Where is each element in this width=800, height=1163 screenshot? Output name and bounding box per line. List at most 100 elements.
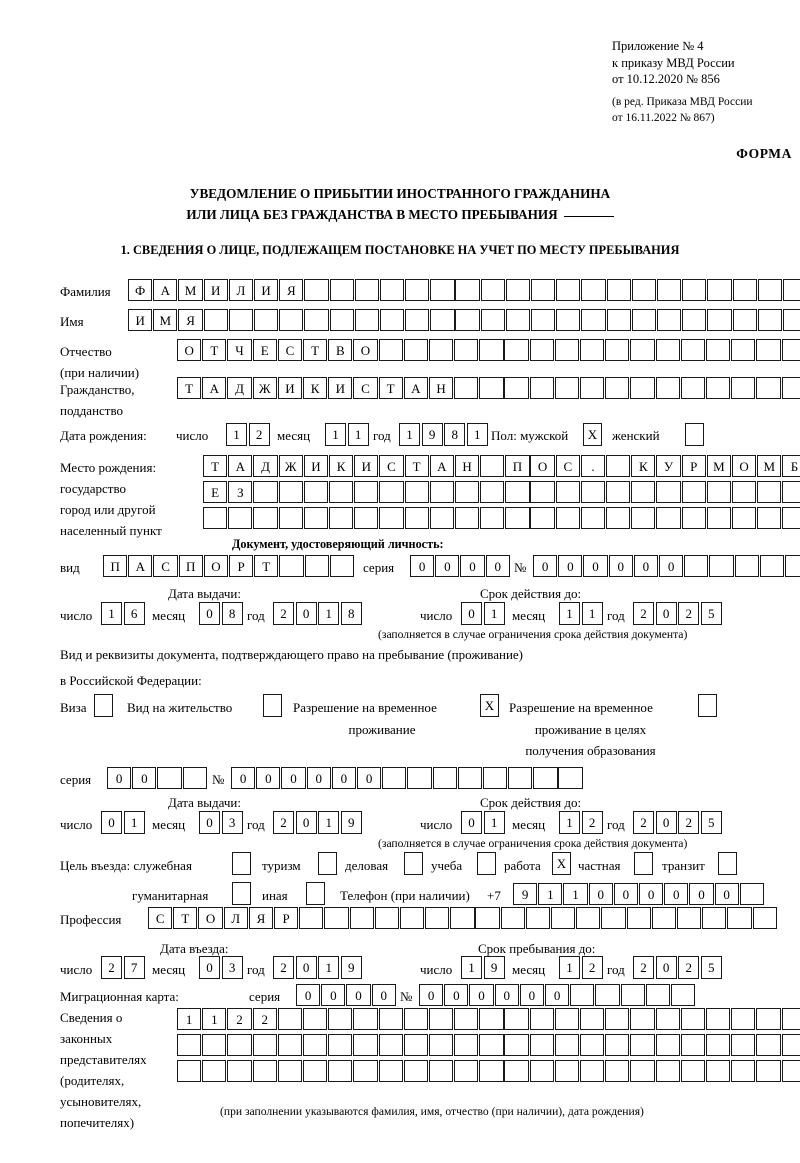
char-cell[interactable]: М	[706, 455, 732, 477]
date-digit-box[interactable]: 3	[221, 956, 243, 979]
char-cell[interactable]	[428, 1060, 454, 1082]
char-cell[interactable]	[731, 507, 757, 529]
char-cell[interactable]	[504, 377, 529, 399]
char-cell[interactable]	[328, 1008, 353, 1030]
char-cell[interactable]	[558, 767, 583, 789]
char-cell[interactable]	[353, 1008, 378, 1030]
char-cell[interactable]	[328, 1060, 353, 1082]
char-cell[interactable]	[684, 555, 709, 577]
char-cell[interactable]: К	[631, 455, 656, 477]
temp-residence-checkbox[interactable]: X	[480, 694, 499, 717]
char-cell[interactable]	[705, 1008, 731, 1030]
char-cell[interactable]	[631, 309, 657, 331]
purpose-other-checkbox[interactable]	[306, 882, 325, 905]
char-cell[interactable]	[655, 1008, 680, 1030]
char-cell[interactable]	[680, 339, 706, 361]
char-cell[interactable]: 0	[588, 883, 613, 905]
char-cell[interactable]	[757, 481, 782, 503]
char-cell[interactable]	[429, 481, 454, 503]
char-cell[interactable]: 0	[664, 883, 689, 905]
char-cell[interactable]	[480, 455, 505, 477]
date-digit-box[interactable]: 1	[559, 602, 580, 625]
purpose-study-checkbox[interactable]	[477, 852, 496, 875]
char-cell[interactable]	[504, 339, 529, 361]
char-cell[interactable]: 0	[107, 767, 132, 789]
char-cell[interactable]: Ж	[252, 377, 277, 399]
purpose-private-checkbox[interactable]	[634, 852, 653, 875]
char-cell[interactable]	[428, 339, 454, 361]
char-cell[interactable]	[606, 309, 631, 331]
date-digit-box[interactable]: 2	[273, 602, 294, 625]
char-cell[interactable]	[428, 1008, 454, 1030]
char-cell[interactable]: М	[757, 455, 782, 477]
date-digit-box[interactable]: 8	[221, 602, 243, 625]
date-digit-box[interactable]: 0	[655, 811, 677, 834]
char-cell[interactable]	[253, 481, 278, 503]
date-digit-box[interactable]: 2	[633, 811, 654, 834]
char-cell[interactable]	[454, 507, 480, 529]
char-cell[interactable]	[500, 907, 525, 929]
date-digit-box[interactable]: 2	[678, 602, 700, 625]
char-cell[interactable]	[455, 309, 480, 331]
char-cell[interactable]: 0	[331, 767, 357, 789]
char-cell[interactable]	[405, 309, 430, 331]
char-cell[interactable]: Л	[223, 907, 248, 929]
purpose-transit-checkbox[interactable]	[718, 852, 737, 875]
char-cell[interactable]	[727, 907, 752, 929]
char-cell[interactable]	[605, 339, 630, 361]
char-cell[interactable]	[682, 309, 707, 331]
char-cell[interactable]	[731, 339, 756, 361]
char-cell[interactable]: Н	[454, 455, 480, 477]
char-cell[interactable]	[554, 339, 580, 361]
char-cell[interactable]: Р	[273, 907, 299, 929]
char-cell[interactable]	[781, 1008, 800, 1030]
char-cell[interactable]: П	[103, 555, 128, 577]
date-digit-box[interactable]: 8	[444, 423, 466, 446]
char-cell[interactable]: 0	[638, 883, 664, 905]
char-cell[interactable]	[374, 907, 399, 929]
char-cell[interactable]	[278, 507, 303, 529]
date-digit-box[interactable]: 0	[655, 602, 677, 625]
char-cell[interactable]: И	[303, 455, 329, 477]
char-cell[interactable]	[681, 507, 706, 529]
char-cell[interactable]	[227, 1060, 252, 1082]
char-cell[interactable]	[782, 279, 800, 301]
char-cell[interactable]	[756, 1008, 781, 1030]
char-cell[interactable]	[606, 507, 631, 529]
char-cell[interactable]	[705, 1060, 731, 1082]
purpose-humanitarian-checkbox[interactable]	[232, 882, 251, 905]
char-cell[interactable]: 0	[633, 555, 659, 577]
char-cell[interactable]	[781, 1060, 800, 1082]
date-digit-box[interactable]: 1	[101, 602, 122, 625]
char-cell[interactable]	[580, 1060, 605, 1082]
char-cell[interactable]	[731, 481, 757, 503]
char-cell[interactable]	[354, 481, 379, 503]
char-cell[interactable]	[480, 481, 505, 503]
date-digit-box[interactable]: 1	[123, 811, 145, 834]
purpose-business-checkbox[interactable]	[404, 852, 423, 875]
date-digit-box[interactable]: 9	[421, 423, 443, 446]
char-cell[interactable]: А	[153, 279, 178, 301]
char-cell[interactable]: 9	[513, 883, 538, 905]
char-cell[interactable]: С	[555, 455, 580, 477]
date-digit-box[interactable]: 0	[199, 956, 220, 979]
char-cell[interactable]	[555, 507, 580, 529]
char-cell[interactable]	[303, 507, 329, 529]
char-cell[interactable]: 2	[227, 1008, 252, 1030]
char-cell[interactable]	[531, 309, 556, 331]
char-cell[interactable]	[530, 507, 555, 529]
char-cell[interactable]	[454, 481, 480, 503]
char-cell[interactable]: И	[354, 455, 379, 477]
char-cell[interactable]	[731, 1060, 756, 1082]
char-cell[interactable]	[554, 1034, 580, 1056]
date-digit-box[interactable]: 2	[633, 602, 654, 625]
char-cell[interactable]	[454, 339, 479, 361]
char-cell[interactable]	[353, 1060, 378, 1082]
char-cell[interactable]: 0	[558, 555, 583, 577]
char-cell[interactable]: 0	[296, 984, 321, 1006]
char-cell[interactable]	[782, 507, 800, 529]
